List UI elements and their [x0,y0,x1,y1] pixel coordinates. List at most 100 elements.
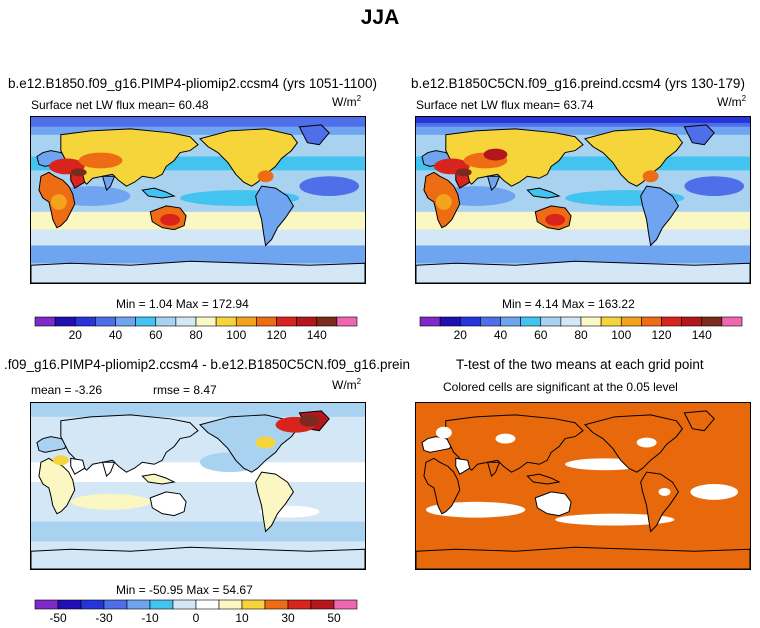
panel2-colorbar-swatch-3 [480,316,501,327]
panel1-map-band-0 [31,117,365,127]
panel1-colorbar-swatch-15 [336,316,358,327]
panel1-colorbar-tick-label-4: 100 [226,328,246,342]
panel1-colorbar-swatch-6 [155,316,177,327]
panel4-map [415,402,751,570]
panel3-colorbar-tick-label-6: 50 [327,611,341,625]
panel1-colorbar-swatch-9 [215,316,237,327]
panel3-map-hotspot-2 [255,436,276,449]
panel3-map-sea-islands-outline [141,473,176,485]
panel4-map-feature-5 [690,484,739,500]
panel3-colorbar-swatch-7 [195,599,220,610]
panel3-colorbar-swatch-13 [333,599,358,610]
panel1-map-svg [31,117,365,283]
panel3-map-band-0 [31,403,365,417]
panel1-map [30,116,366,284]
panel4-map-hotspot-2 [636,437,657,448]
panel4-map-sea-islands-outline [526,473,561,485]
panel2-map-band-1 [416,126,750,135]
panel1-units: W/m2 [332,94,362,109]
panel2-colorbar-swatch-8 [580,316,602,327]
panel2-map-hotspot-5 [642,170,659,183]
panel2-map-band-6 [416,117,750,123]
panel2-colorbar-swatch-13 [681,316,703,327]
panel2-colorbar-tick-label-6: 140 [692,328,712,342]
panel1-colorbar-swatch-14 [316,316,338,327]
panel3-map-band-2 [31,521,365,542]
panel3-colorbar-swatch-0 [34,599,59,610]
panel1-map-hotspot-2 [70,168,87,177]
panel2-map-hotspot-4 [545,213,566,226]
panel3-colorbar-swatch-4 [126,599,151,610]
panel2-map-band-3 [416,211,750,230]
panel3-colorbar-swatch-2 [80,599,105,610]
panel1-colorbar-swatch-13 [296,316,318,327]
panel3-units: W/m2 [332,377,362,392]
panel1-minmax: Min = 1.04 Max = 172.94 [116,297,249,311]
panel3-map-australia-outline [149,491,187,517]
panel1-colorbar-swatch-2 [74,316,96,327]
panel3-map-feature-1 [70,493,151,510]
panel2-mean-label: Surface net LW flux mean= 63.74 [416,98,594,112]
panel3-colorbar-svg: -50 -30 -10 0 10 30 50 [34,599,358,625]
panel2-colorbar-swatch-2 [459,316,481,327]
panel2-map-antarctica-outline [416,260,750,283]
panel1-map-hotspot-4 [160,213,181,226]
panel4-map-australia-outline [534,491,572,517]
panel1-colorbar-swatch-10 [235,316,257,327]
panel1-map-antarctica-outline [31,260,365,283]
panel4-subtitle: Colored cells are significant at the 0.0… [443,380,678,394]
panel2-colorbar-swatch-0 [419,316,441,327]
panel4-map-antarctica-outline [416,546,750,569]
panel2-map-band-5 [416,245,750,264]
panel2-colorbar-swatch-1 [439,316,461,327]
panel1-map-greenland-outline [298,124,330,146]
panel1-colorbar-tick-label-1: 40 [109,328,123,342]
panel2-map-india-outline [486,175,501,192]
panel2-colorbar-swatch-10 [620,316,642,327]
panel2-minmax: Min = 4.14 Max = 163.22 [502,297,635,311]
panel2-colorbar-tick-label-2: 60 [534,328,548,342]
panel2-map-band-4 [416,229,750,246]
panel2-colorbar-swatch-6 [540,316,562,327]
panel1-map-south-america-outline [255,185,295,247]
panel3-colorbar-tick-label-5: 30 [281,611,295,625]
panel2-colorbar-tick-label-3: 80 [574,328,588,342]
panel1-colorbar-swatch-12 [276,316,297,327]
panel3-map-hotspot-3 [52,455,69,466]
panel3-rmse-label: rmse = 8.47 [153,383,217,397]
panel1-mean-label: Surface net LW flux mean= 60.48 [31,98,209,112]
panel1-colorbar-swatch-7 [175,316,197,327]
panel4-map-greenland-outline [683,410,715,432]
panel4-map-svg [416,403,750,569]
panel2-map-greenland-outline [683,124,715,146]
panel1-colorbar-swatch-1 [54,316,76,327]
panel2-map [415,116,751,284]
panel4-map-hotspot-1 [495,433,516,444]
panel4-map-north-america-outline [584,414,684,473]
panel2-map-svg [416,117,750,283]
panel3-colorbar-swatch-12 [310,599,335,610]
panel2-colorbar-swatch-12 [661,316,682,327]
panel3-map [30,402,366,570]
panel1-colorbar-svg: 20 40 60 80 100 120 140 [34,316,358,342]
panel2-colorbar-tick-label-1: 40 [494,328,508,342]
panel1-colorbar-swatch-8 [195,316,217,327]
panel2-units: W/m2 [717,94,747,109]
panel4-map-hotspot-0 [435,426,452,439]
panel1-map-band-5 [31,245,365,264]
panel4-map-hotspot-3 [658,487,671,496]
panel1-map-band-4 [31,229,365,246]
panel1-map-band-3 [31,211,365,230]
panel1-colorbar-tick-label-6: 140 [307,328,327,342]
panel1-colorbar-tick-label-5: 120 [266,328,286,342]
panel3-map-antarctica-outline [31,546,365,569]
panel3-title: .f09_g16.PIMP4-pliomip2.ccsm4 - b.e12.B1… [4,357,410,372]
panel2-colorbar-swatch-15 [721,316,743,327]
panel4-map-feature-4 [555,513,675,526]
panel3-mean-label: mean = -3.26 [31,383,103,397]
panel1-colorbar-tick-label-3: 80 [189,328,203,342]
panel3-colorbar-swatch-11 [287,599,312,610]
panel3-map-hotspot-1 [299,414,320,427]
panel3-colorbar-swatch-9 [241,599,266,610]
panel1-colorbar-swatch-5 [135,316,157,327]
